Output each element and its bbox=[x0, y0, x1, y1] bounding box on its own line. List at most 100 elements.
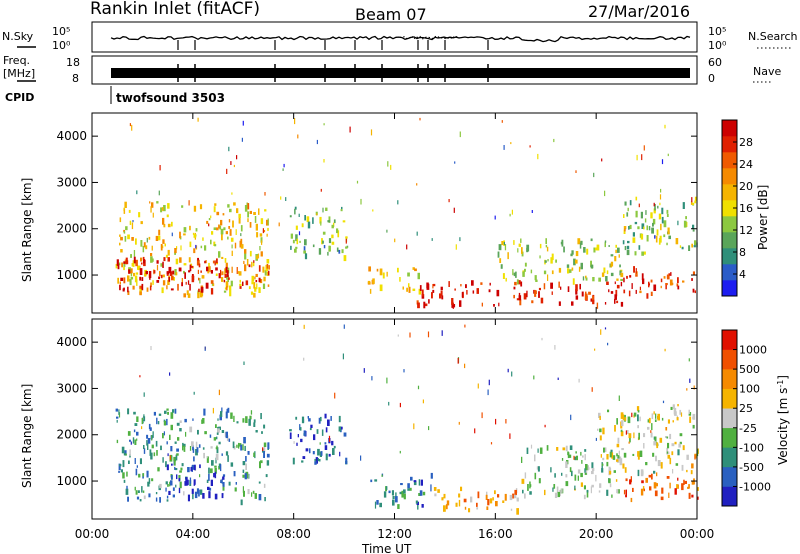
heatmap-cell bbox=[209, 468, 213, 474]
heatmap-cell bbox=[546, 246, 549, 252]
heatmap-cell bbox=[180, 467, 183, 471]
heatmap-cell bbox=[513, 240, 515, 245]
heatmap-cell bbox=[221, 493, 224, 499]
heatmap-cell bbox=[162, 261, 164, 268]
heatmap-cell bbox=[575, 251, 579, 257]
heatmap-cell bbox=[498, 302, 500, 307]
heatmap-cell bbox=[303, 430, 306, 436]
heatmap-cell bbox=[689, 378, 691, 383]
heatmap-cell bbox=[495, 418, 497, 425]
heatmap-cell bbox=[653, 470, 656, 474]
heatmap-cell bbox=[551, 253, 554, 261]
heatmap-cell bbox=[131, 237, 134, 241]
heatmap-cell bbox=[127, 408, 130, 415]
heatmap-cell bbox=[147, 481, 150, 487]
heatmap-cell bbox=[489, 282, 491, 286]
heatmap-cell bbox=[118, 463, 121, 470]
heatmap-cell bbox=[201, 289, 204, 297]
heatmap-cell bbox=[211, 231, 214, 235]
heatmap-cell bbox=[383, 491, 387, 498]
heatmap-cell bbox=[122, 460, 125, 468]
heatmap-cell bbox=[208, 491, 210, 498]
heatmap-cell bbox=[214, 260, 216, 266]
heatmap-cell bbox=[659, 194, 662, 200]
heatmap-cell bbox=[577, 475, 579, 481]
heatmap-cell bbox=[253, 452, 255, 457]
heatmap-cell bbox=[223, 290, 227, 293]
heatmap-cell bbox=[407, 483, 410, 489]
heatmap-cell bbox=[198, 263, 201, 268]
heatmap-cell bbox=[641, 251, 644, 256]
heatmap-cell bbox=[667, 153, 669, 157]
heatmap-cell bbox=[386, 229, 388, 233]
heatmap-cell bbox=[199, 290, 203, 298]
heatmap-cell bbox=[308, 418, 311, 422]
heatmap-cell bbox=[551, 270, 554, 275]
heatmap-cell bbox=[583, 485, 586, 490]
heatmap-cell bbox=[247, 218, 249, 223]
heatmap-cell bbox=[465, 284, 467, 289]
heatmap-cell bbox=[199, 204, 203, 210]
heatmap-cell bbox=[596, 244, 600, 251]
heatmap-cell bbox=[170, 480, 173, 486]
heatmap-cell bbox=[671, 451, 674, 456]
heatmap-cell bbox=[289, 215, 292, 218]
heatmap-cell bbox=[565, 461, 568, 468]
heatmap-cell bbox=[536, 466, 539, 470]
heatmap-cell bbox=[196, 447, 199, 453]
heatmap-cell bbox=[573, 455, 575, 460]
heatmap-cell bbox=[230, 280, 233, 287]
heatmap-cell bbox=[116, 259, 119, 266]
heatmap-cell bbox=[403, 493, 406, 500]
heatmap-cell bbox=[646, 225, 648, 231]
heatmap-cell bbox=[588, 467, 590, 470]
heatmap-cell bbox=[570, 446, 572, 449]
heatmap-cell bbox=[227, 277, 230, 280]
heatmap-cell bbox=[629, 224, 632, 230]
heatmap-cell bbox=[222, 476, 225, 480]
heatmap-cell bbox=[567, 286, 570, 292]
heatmap-cell bbox=[333, 445, 336, 449]
heatmap-cell bbox=[559, 489, 561, 497]
heatmap-cell bbox=[494, 215, 496, 220]
heatmap-cell bbox=[243, 437, 246, 444]
heatmap-cell bbox=[332, 448, 335, 455]
colorbar-tick-label: 12 bbox=[739, 224, 753, 237]
heatmap-cell bbox=[419, 285, 422, 291]
heatmap-cell bbox=[166, 408, 169, 411]
heatmap-cell bbox=[193, 479, 196, 486]
heatmap-cell bbox=[190, 467, 193, 472]
heatmap-cell bbox=[511, 209, 513, 215]
heatmap-cell bbox=[123, 266, 125, 271]
heatmap-cell bbox=[141, 283, 144, 291]
heatmap-cell bbox=[141, 277, 144, 281]
nsky-right-tick-bottom: 10⁰ bbox=[708, 39, 727, 52]
heatmap-cell bbox=[163, 223, 166, 228]
heatmap-cell bbox=[215, 267, 218, 271]
heatmap-cell bbox=[381, 474, 383, 477]
heatmap-cell bbox=[215, 457, 217, 464]
x-tick-label: 08:00 bbox=[276, 527, 311, 541]
heatmap-cell bbox=[400, 483, 403, 486]
heatmap-cell bbox=[374, 501, 377, 509]
heatmap-cell bbox=[590, 264, 594, 269]
heatmap-cell bbox=[323, 245, 326, 249]
heatmap-cell bbox=[502, 273, 505, 279]
heatmap-cell bbox=[495, 501, 498, 507]
heatmap-cell bbox=[328, 216, 331, 223]
heatmap-cell bbox=[555, 259, 557, 263]
colorbar-swatch bbox=[722, 388, 737, 409]
heatmap-cell bbox=[160, 207, 163, 213]
heatmap-cell bbox=[641, 223, 645, 229]
heatmap-cell bbox=[683, 479, 685, 485]
heatmap-cell bbox=[374, 479, 378, 482]
heatmap-cell bbox=[451, 298, 454, 305]
heatmap-cell bbox=[214, 203, 217, 206]
colorbar-tick-label: -1000 bbox=[739, 480, 771, 493]
heatmap-cell bbox=[248, 264, 251, 268]
heatmap-cell bbox=[251, 275, 255, 282]
heatmap-cell bbox=[395, 492, 397, 499]
heatmap-cell bbox=[174, 408, 177, 414]
heatmap-cell bbox=[616, 284, 620, 289]
heatmap-cell bbox=[133, 250, 136, 257]
